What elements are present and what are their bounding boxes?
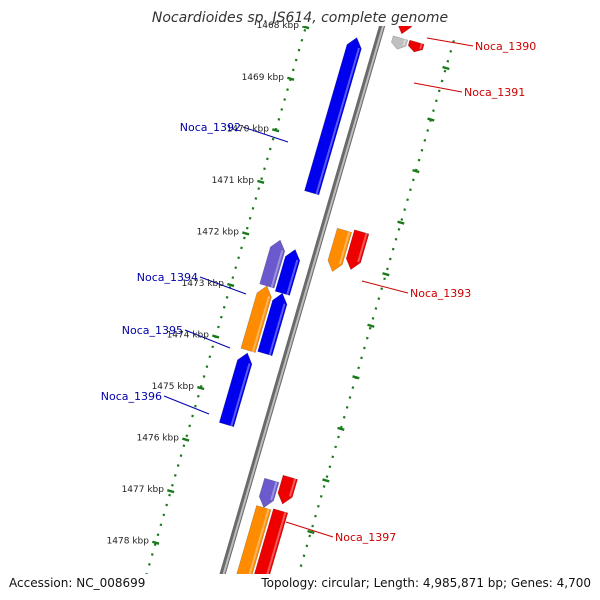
gene-feature-noca-1395[interactable]: [240, 285, 272, 353]
gene-label-noca-1394[interactable]: Noca_1394: [137, 271, 198, 284]
scale-guide-right: [297, 40, 455, 574]
genome-backbone: [219, 26, 386, 574]
gene-highlight: [357, 233, 368, 263]
major-tick: [182, 437, 190, 442]
gene-highlight: [338, 231, 351, 265]
gene-highlight: [288, 478, 297, 497]
scale-tick-labels: 1468 kbp 1469 kbp 1470 kbp 1471 kbp 1472 kbp…: [107, 21, 300, 547]
gene-feature-noca-1392[interactable]: [304, 37, 362, 196]
gene-feature-noca-1398-a[interactable]: [252, 508, 289, 595]
gene-labels: Noca_1390 Noca_1391 Noca_1392 Noca_1393 Noca…: [101, 40, 537, 544]
gene-feature-noca-1394[interactable]: [259, 239, 286, 289]
tick-label: 1475 kbp: [152, 382, 195, 392]
major-tick: [167, 489, 175, 494]
major-tick: [272, 128, 280, 133]
gene-features: [218, 0, 425, 595]
major-tick: [442, 65, 450, 71]
gene-highlight: [251, 296, 271, 353]
gene-label-noca-1393[interactable]: Noca_1393: [410, 287, 471, 300]
major-tick: [337, 426, 345, 431]
gene-highlight: [402, 39, 407, 46]
gene-label-noca-1397[interactable]: Noca_1397: [335, 531, 396, 544]
tick-label: 1471 kbp: [212, 176, 255, 186]
tick-label: 1477 kbp: [122, 485, 165, 495]
genome-plot-area: [145, 0, 474, 595]
major-tick: [397, 220, 405, 225]
gene-feature-noca-1393[interactable]: [327, 227, 353, 272]
leader-line: [285, 521, 334, 538]
accession-text: Accession: NC_008699: [9, 576, 145, 590]
gene-label-noca-1390[interactable]: Noca_1390: [475, 40, 536, 53]
gene-highlight: [248, 508, 270, 574]
major-tick: [242, 231, 250, 236]
topology-text: Topology: circular; Length: 4,985,871 bp…: [260, 576, 591, 590]
gene-label-noca-1392[interactable]: Noca_1392: [180, 121, 241, 134]
major-tick: [352, 375, 360, 380]
gene-feature-noca-1397[interactable]: [258, 477, 280, 509]
major-tick: [382, 272, 390, 277]
major-tick: [257, 179, 265, 184]
gene-feature-noca-1396[interactable]: [218, 352, 253, 428]
tick-label: 1478 kbp: [107, 537, 150, 547]
major-tick: [302, 26, 310, 30]
leader-line: [184, 329, 231, 349]
major-tick: [307, 529, 315, 535]
tick-label: 1470 kbp: [227, 124, 270, 134]
tick-label: 1468 kbp: [257, 21, 300, 31]
gene-feature-noca-1391[interactable]: [391, 35, 409, 50]
major-tick: [412, 168, 420, 174]
gene-highlight: [419, 43, 423, 50]
scale-ticks: [145, 26, 455, 574]
major-tick: [322, 478, 330, 483]
gene-highlight: [286, 259, 299, 295]
tick-label: 1473 kbp: [182, 279, 225, 289]
gene-label-noca-1391[interactable]: Noca_1391: [464, 86, 525, 99]
gene-highlight: [266, 511, 287, 574]
tick-label: 1472 kbp: [197, 227, 240, 237]
major-tick: [367, 323, 375, 328]
gene-feature-noca-1397-a[interactable]: [277, 474, 298, 505]
leader-line: [163, 395, 210, 415]
tick-label: 1476 kbp: [137, 434, 180, 444]
major-tick: [197, 385, 205, 391]
major-tick: [152, 540, 160, 545]
gene-highlight: [315, 47, 360, 195]
gene-feature-noca-1393a[interactable]: [345, 229, 370, 271]
gene-highlight: [268, 303, 286, 356]
label-leader-lines: [163, 37, 474, 538]
genome-title: Nocardioides sp. JS614, complete genome: [152, 10, 448, 26]
leader-line: [242, 126, 289, 143]
gene-feature-noca-1394-b[interactable]: [274, 249, 301, 296]
gene-feature-noca-1398-b[interactable]: [235, 505, 272, 590]
backbone-highlight: [222, 26, 385, 574]
gene-label-noca-1396[interactable]: Noca_1396: [101, 390, 162, 403]
gene-highlight: [270, 250, 284, 288]
leader-line: [413, 82, 463, 93]
gene-highlight: [230, 363, 251, 427]
gene-feature-noca-1390[interactable]: [397, 0, 418, 35]
leader-line: [361, 280, 409, 294]
major-tick: [227, 282, 235, 288]
gene-feature-noca-1395-b[interactable]: [257, 292, 288, 357]
major-tick: [287, 76, 295, 81]
major-tick: [427, 117, 435, 122]
tick-label: 1469 kbp: [242, 73, 285, 83]
leader-line: [426, 37, 474, 47]
gene-feature-noca-1390-rna[interactable]: [407, 39, 425, 53]
gene-label-noca-1395[interactable]: Noca_1395: [122, 324, 183, 337]
major-tick: [212, 334, 220, 339]
gene-highlight: [270, 481, 278, 501]
tick-label: 1474 kbp: [167, 331, 210, 341]
leader-line: [199, 276, 247, 295]
